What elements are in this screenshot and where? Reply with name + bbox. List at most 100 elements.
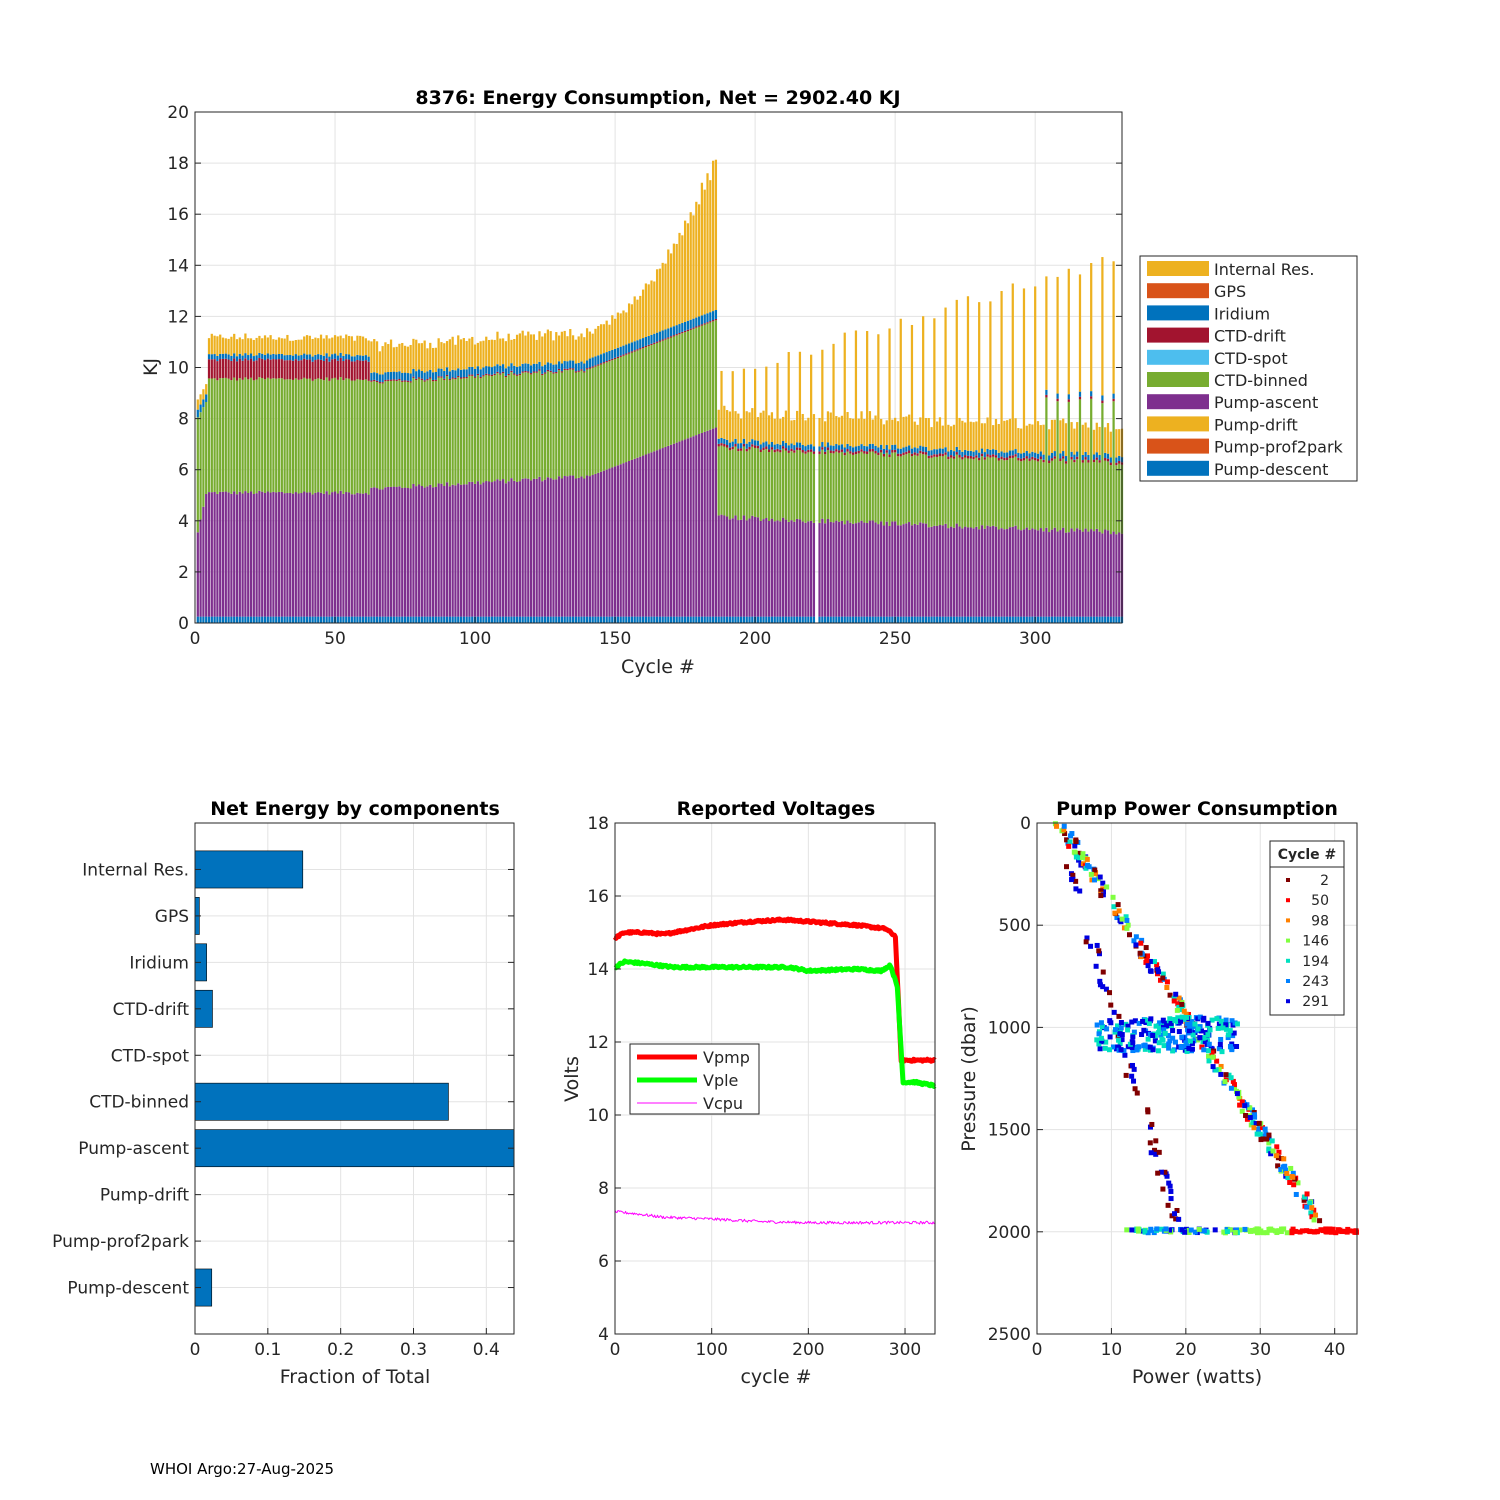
energy-bar-segment [569,369,572,476]
energy-bar-segment [378,383,381,490]
pump-point [1276,1228,1282,1234]
energy-bar-segment [244,616,247,623]
energy-bar-segment [695,201,698,318]
energy-bar-segment [373,616,376,623]
energy-bar-segment [462,377,465,379]
energy-bar-segment [448,339,451,372]
energy-bar-segment [919,417,922,446]
energy-bar-segment [504,341,507,369]
voltage-lines [612,916,937,1225]
energy-bar-segment [768,452,771,522]
pump-point [1161,1027,1167,1033]
pump-point [1129,1062,1135,1068]
energy-bar-segment [1115,462,1118,466]
energy-bar-segment [423,616,426,623]
energy-bar-segment [283,338,286,356]
energy-bar-segment [462,338,465,370]
energy-bar-segment [835,416,838,445]
energy-bar-segment [445,367,449,375]
energy-bar-segment [793,616,796,623]
energy-bar-segment [476,375,479,482]
pump-point [1309,1205,1315,1211]
pump-point [1224,1026,1230,1032]
pump-point [1155,966,1161,972]
energy-bar-segment [927,450,930,456]
energy-bar-segment [653,342,656,344]
energy-bar-segment [653,343,656,452]
energy-bar-segment [336,379,339,494]
energy-bar-segment [608,324,611,352]
energy-bar-segment [339,490,342,617]
energy-bar-segment [1008,616,1012,623]
energy-bar-segment [790,443,793,449]
pump-point [1140,1018,1146,1024]
energy-bar-segment [860,444,863,450]
energy-bar-segment [210,378,213,493]
energy-bar-segment [647,346,650,454]
energy-bar-segment [557,361,561,369]
energy-bar-segment [756,417,760,441]
energy-bar-segment [451,378,454,485]
energy-bar-segment [233,353,236,359]
energy-bar-segment [922,454,925,524]
energy-bar-segment [1000,616,1003,623]
energy-bar-segment [818,522,821,617]
energy-bar-segment [196,409,199,418]
energy-bar-segment [1090,391,1093,397]
energy-bar-segment [709,321,712,323]
energy-bar-segment [286,334,289,356]
energy-bar-segment [224,491,227,617]
energy-bar-segment [535,616,538,623]
energy-bar-segment [524,370,527,373]
energy-bar-segment [468,366,471,375]
energy-bar-segment [840,415,844,445]
energy-bar-segment [448,380,451,487]
energy-bar-segment [493,373,496,376]
energy-bar-segment [863,445,866,452]
energy-bar-segment [468,375,471,482]
energy-bar-segment [381,374,384,383]
energy-bar-segment [636,616,639,623]
energy-bar-segment [417,343,421,370]
energy-bar-segment [473,368,477,377]
energy-bar-segment [902,524,905,617]
energy-bar-segment [899,525,902,617]
energy-bar-segment [941,425,944,449]
energy-bar-segment [252,356,255,362]
energy-bar-segment [773,452,776,522]
energy-bar-segment [871,443,874,449]
energy-bar-segment [647,284,650,336]
pump-point [1086,864,1092,870]
energy-bar-segment [205,384,208,395]
energy-bar-segment [955,446,958,453]
energy-bar-segment [1106,461,1110,531]
pump-point [1153,1023,1159,1029]
energy-bar-segment [686,223,690,321]
pump-point [1216,1066,1222,1072]
energy-bar-segment [706,313,709,323]
energy-bar-segment [1084,457,1087,460]
pump-point [1111,1009,1117,1015]
energy-bar-segment [667,328,670,338]
energy-bar-segment [504,368,507,376]
pump-point [1093,871,1099,877]
energy-bar-segment [933,318,936,450]
energy-bar-segment [345,616,348,623]
energy-bar-segment [905,523,908,617]
energy-bar-segment [440,342,443,369]
energy-bar-segment [263,354,267,361]
pump-point [1187,1038,1193,1044]
energy-bar-segment [821,518,824,617]
energy-bar-segment [1098,462,1101,532]
energy-bar-segment [305,359,309,379]
energy-bar-segment [305,616,309,623]
energy-bar-segment [473,376,477,378]
energy-bar-segment [347,335,351,355]
energy-bar-segment [846,451,849,521]
energy-bar-segment [1050,529,1054,617]
energy-bar-segment [381,489,384,617]
energy-bar-segment [560,478,563,617]
energy-bar-segment [524,616,527,623]
energy-bar-segment [571,475,575,617]
energy-bar-segment [210,354,213,360]
